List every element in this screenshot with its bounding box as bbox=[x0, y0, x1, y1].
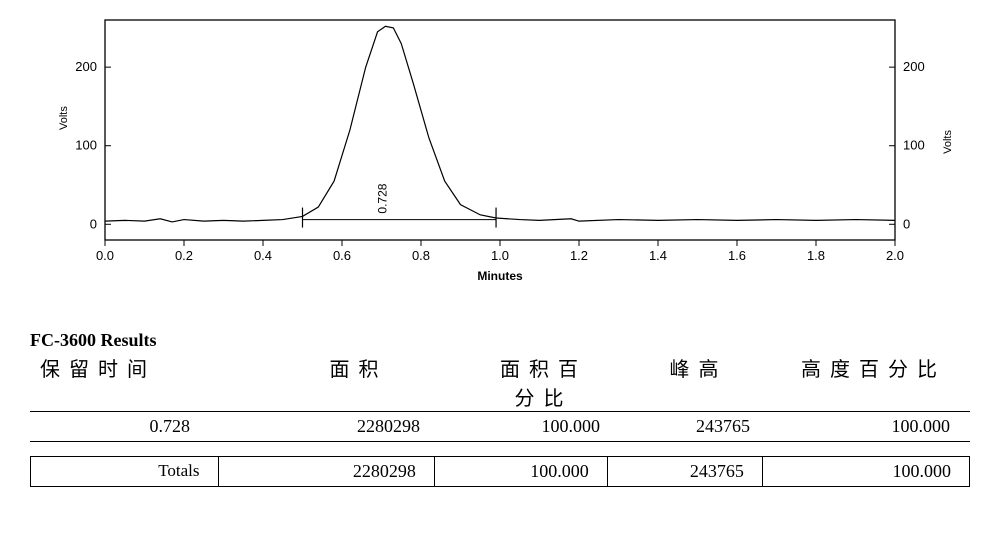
totals-area: 2280298 bbox=[218, 457, 434, 487]
svg-text:0.8: 0.8 bbox=[412, 248, 430, 263]
svg-text:0: 0 bbox=[903, 216, 910, 231]
cell-height: 243765 bbox=[620, 416, 770, 437]
chromatogram-chart: Volts 0 0 100 100 200 200 0.0 0.2 0.4 0.6 0.8 1.0 1.… bbox=[50, 10, 950, 290]
y-axis-label-left: Volts bbox=[58, 106, 70, 130]
table-row: 0.728 2280298 100.000 243765 100.000 bbox=[30, 411, 970, 442]
svg-text:1.0: 1.0 bbox=[491, 248, 509, 263]
svg-text:1.8: 1.8 bbox=[807, 248, 825, 263]
svg-text:0.4: 0.4 bbox=[254, 248, 272, 263]
svg-text:200: 200 bbox=[75, 59, 97, 74]
svg-text:100: 100 bbox=[903, 138, 925, 153]
totals-height: 243765 bbox=[607, 457, 762, 487]
svg-text:0.0: 0.0 bbox=[96, 248, 114, 263]
col-height-pct: 高 度 百 分 比 bbox=[770, 353, 970, 411]
col-area: 面 积 bbox=[250, 353, 460, 411]
svg-text:Minutes: Minutes bbox=[477, 269, 523, 283]
svg-text:0.2: 0.2 bbox=[175, 248, 193, 263]
svg-text:0.728: 0.728 bbox=[376, 183, 390, 213]
totals-area-pct: 100.000 bbox=[434, 457, 607, 487]
results-title: FC-3600 Results bbox=[30, 330, 970, 351]
col-area-pct-line1: 面 积 百 bbox=[500, 359, 580, 381]
svg-text:1.4: 1.4 bbox=[649, 248, 667, 263]
col-height: 峰 高 bbox=[620, 353, 770, 411]
col-area-pct: 面 积 百 分 比 bbox=[460, 353, 620, 411]
totals-table: Totals 2280298 100.000 243765 100.000 bbox=[30, 456, 970, 487]
svg-text:100: 100 bbox=[75, 138, 97, 153]
svg-text:1.2: 1.2 bbox=[570, 248, 588, 263]
totals-label: Totals bbox=[31, 457, 219, 487]
page: Volts 0 0 100 100 200 200 0.0 0.2 0.4 0.6 0.8 1.0 1.… bbox=[0, 0, 1000, 538]
cell-area-pct: 100.000 bbox=[460, 416, 620, 437]
table-header: 保 留 时 间 面 积 面 积 百 分 比 峰 高 高 度 百 分 比 bbox=[30, 353, 970, 411]
chart-svg: 0 0 100 100 200 200 0.0 0.2 0.4 0.6 0.8 1.0 1.2 1.4 1.… bbox=[50, 10, 950, 290]
svg-text:0: 0 bbox=[90, 216, 97, 231]
y-axis-label-right: Volts bbox=[942, 130, 954, 154]
svg-text:0.6: 0.6 bbox=[333, 248, 351, 263]
results-section: FC-3600 Results 保 留 时 间 面 积 面 积 百 分 比 峰 … bbox=[30, 330, 970, 487]
svg-text:2.0: 2.0 bbox=[886, 248, 904, 263]
cell-area: 2280298 bbox=[250, 416, 460, 437]
cell-height-pct: 100.000 bbox=[770, 416, 970, 437]
col-retention: 保 留 时 间 bbox=[30, 353, 250, 411]
svg-text:1.6: 1.6 bbox=[728, 248, 746, 263]
svg-text:200: 200 bbox=[903, 59, 925, 74]
totals-height-pct: 100.000 bbox=[762, 457, 969, 487]
cell-retention: 0.728 bbox=[30, 416, 250, 437]
col-area-pct-line2: 分 比 bbox=[515, 388, 566, 410]
